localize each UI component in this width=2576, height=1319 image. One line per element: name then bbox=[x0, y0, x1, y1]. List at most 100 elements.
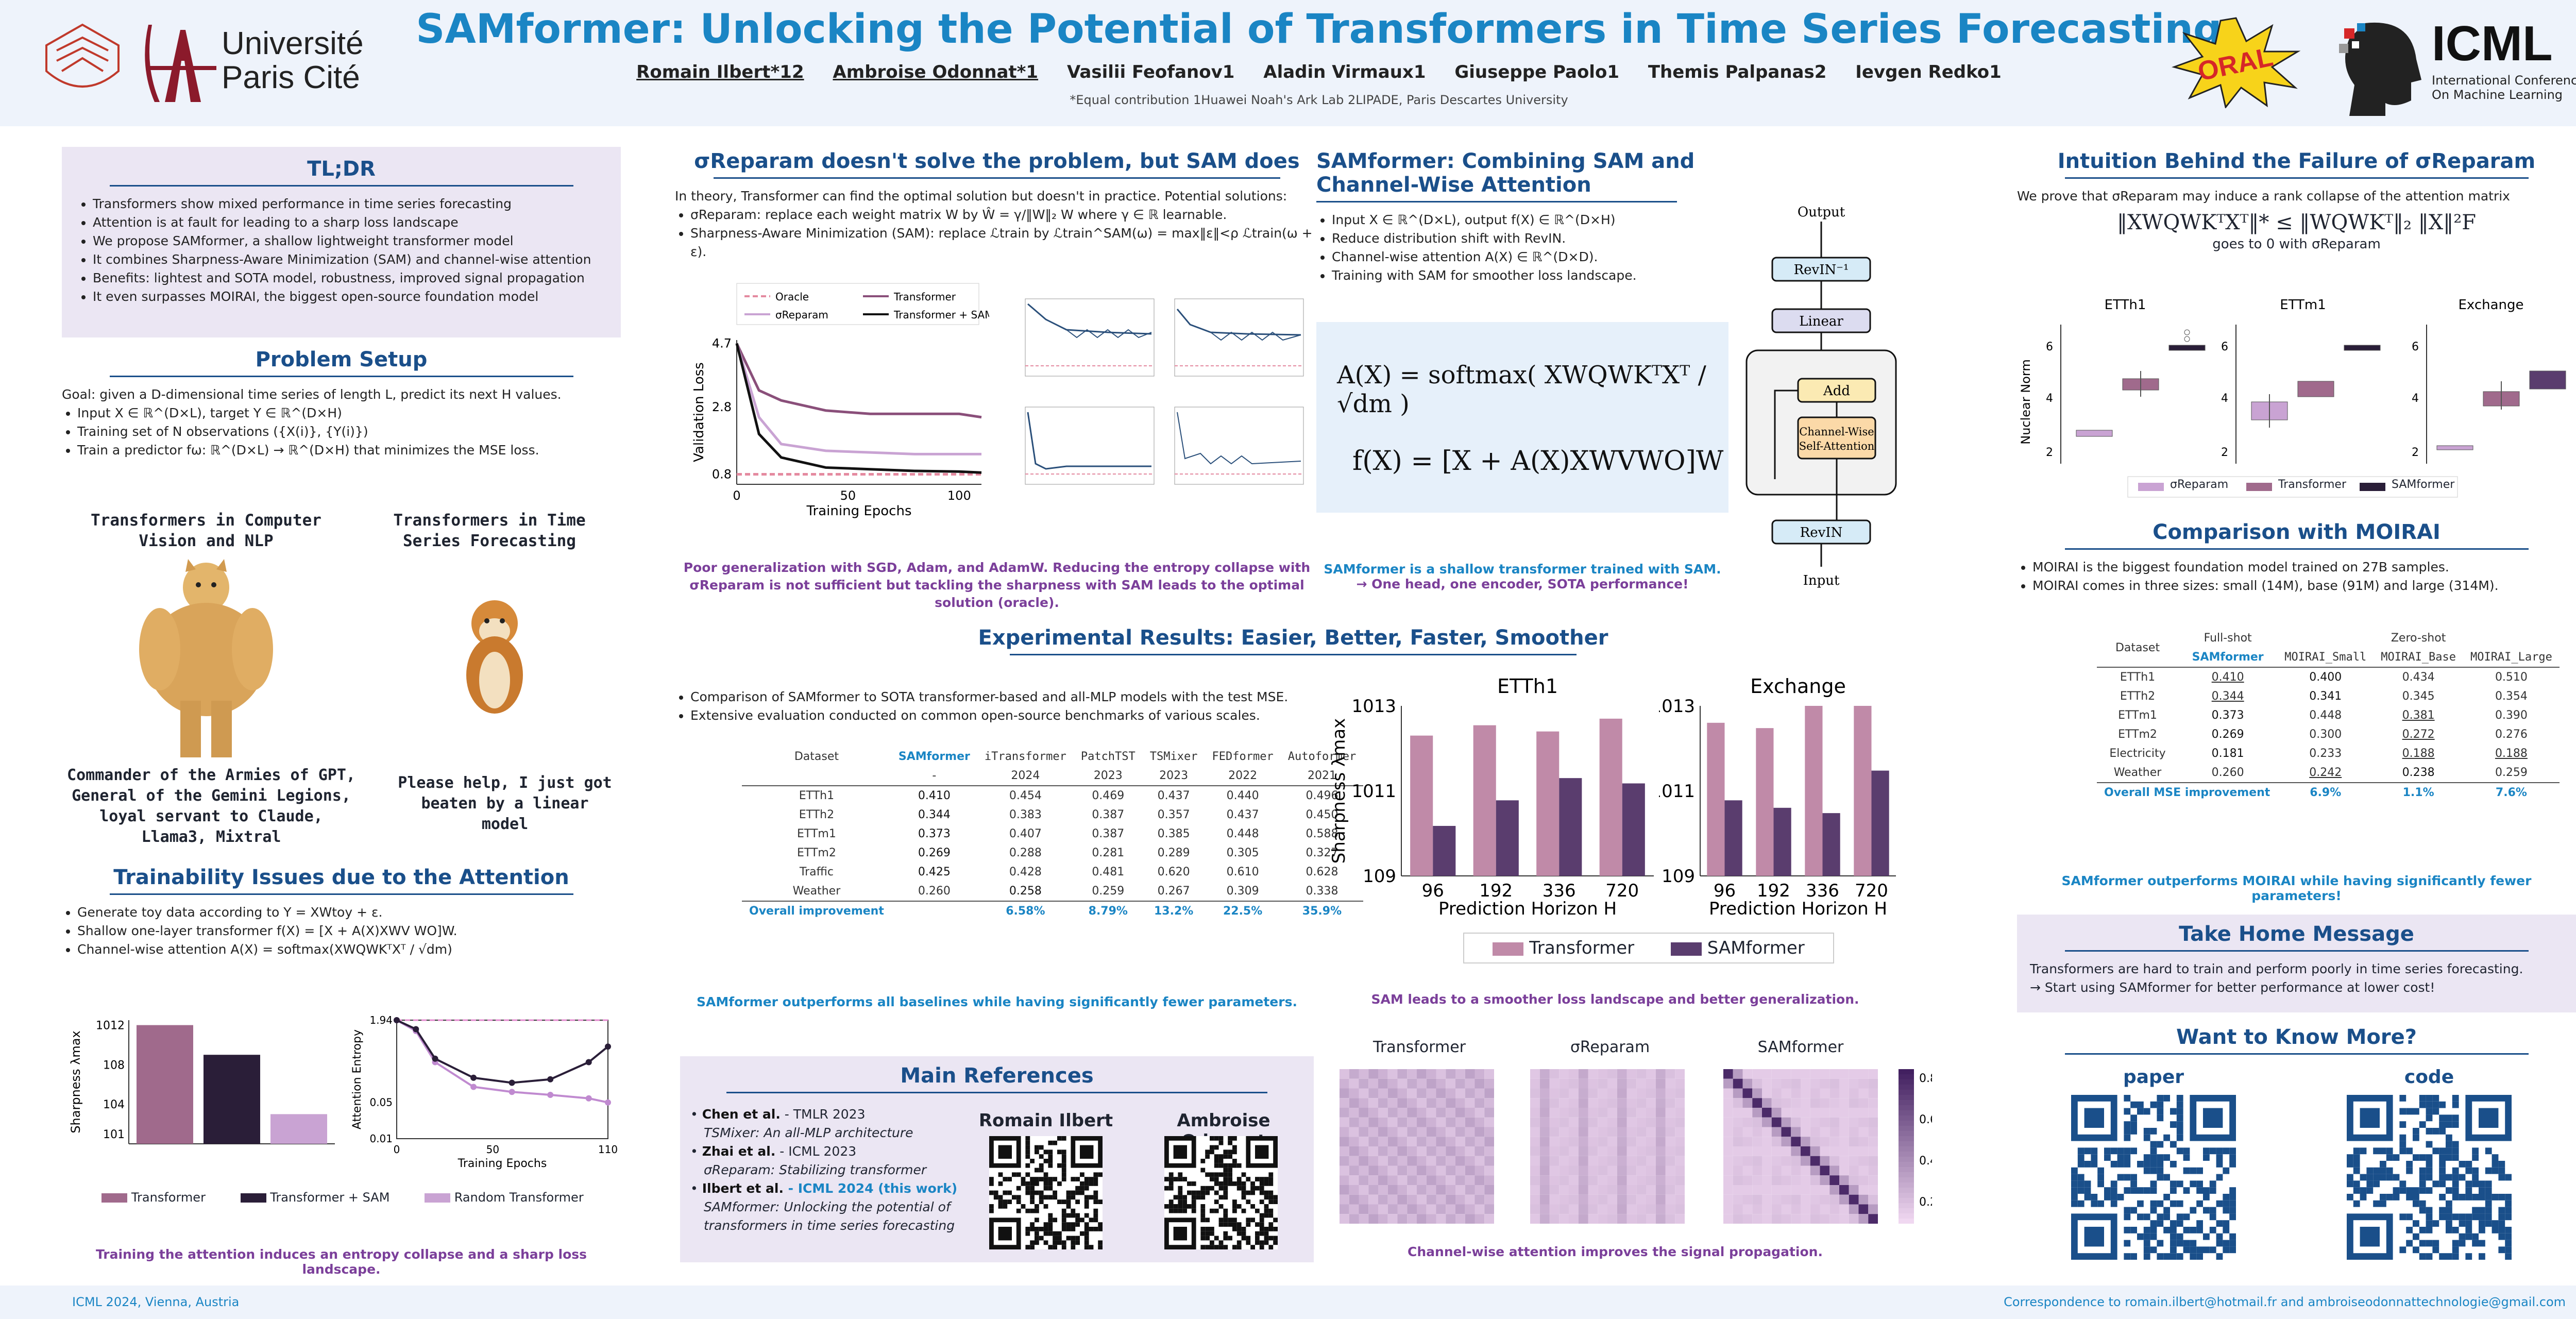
heatmap-cell bbox=[1781, 1088, 1791, 1098]
heatmap-cell bbox=[1436, 1146, 1446, 1156]
legend-label: σReparam bbox=[2170, 478, 2229, 491]
heatmap-cell bbox=[1742, 1069, 1753, 1079]
qr-module bbox=[1061, 1177, 1066, 1181]
arch-attention-label: Self-Attention bbox=[1799, 440, 1875, 452]
colorbar-segment bbox=[1899, 1203, 1914, 1208]
qr-module bbox=[2353, 1200, 2360, 1207]
qr-module bbox=[1089, 1181, 1094, 1186]
qr-module bbox=[2505, 1240, 2512, 1247]
heatmap-cell bbox=[1569, 1156, 1579, 1166]
heatmap-cell bbox=[1771, 1194, 1782, 1205]
sharpness-legend: Transformer SAMformer bbox=[1463, 933, 1834, 963]
heatmap-cell bbox=[1839, 1137, 1849, 1146]
heatmap-cell bbox=[1539, 1098, 1550, 1108]
qr-module bbox=[2498, 1174, 2505, 1181]
heatmap-cell bbox=[1820, 1078, 1830, 1089]
qr-module bbox=[1066, 1199, 1071, 1204]
heatmap-cell bbox=[1791, 1137, 1801, 1146]
qr-module bbox=[2373, 1200, 2380, 1207]
qr-module bbox=[2170, 1187, 2177, 1194]
qr-module bbox=[1205, 1245, 1210, 1249]
heatmap-cell bbox=[1781, 1078, 1791, 1089]
qr-module bbox=[1205, 1186, 1210, 1191]
qr-module bbox=[1182, 1199, 1187, 1204]
icml-logo-text: ICML bbox=[2432, 16, 2553, 71]
heatmap-cell bbox=[1465, 1204, 1475, 1214]
qr-module bbox=[1273, 1227, 1278, 1231]
heatmap-cell bbox=[1349, 1156, 1359, 1166]
meme-right-title: Transformers in Time Series Forecasting bbox=[393, 511, 586, 550]
qr-module bbox=[2426, 1154, 2433, 1161]
qr-module bbox=[1021, 1181, 1026, 1186]
qr-code-icon[interactable] bbox=[989, 1136, 1103, 1249]
heatmap-cell bbox=[1858, 1175, 1869, 1185]
qr-module bbox=[2419, 1200, 2426, 1207]
heatmap-cell bbox=[1791, 1108, 1801, 1118]
qr-module bbox=[2419, 1227, 2426, 1233]
heatmap-cell bbox=[1475, 1078, 1485, 1089]
table-cell: 2023 bbox=[1159, 769, 1189, 782]
qr-module bbox=[2216, 1154, 2223, 1161]
qr-module bbox=[1241, 1181, 1246, 1186]
qr-module bbox=[1035, 1204, 1039, 1209]
header-cell: Dataset bbox=[794, 750, 839, 763]
x-tick-label: 192 bbox=[1757, 881, 1790, 901]
qr-module bbox=[2452, 1167, 2459, 1174]
heatmap-cell bbox=[1733, 1194, 1743, 1205]
heatmap-cell bbox=[1752, 1108, 1762, 1118]
x-tick-label: 50 bbox=[840, 488, 856, 503]
heatmap-cell bbox=[1397, 1204, 1408, 1214]
mini-chart-adamw bbox=[1025, 407, 1155, 485]
qr-module bbox=[2229, 1194, 2236, 1200]
architecture-diagram: Output RevIN⁻¹ Linear Add Channel-Wise S… bbox=[1745, 205, 1897, 588]
heatmap-cell bbox=[1378, 1137, 1388, 1146]
qr-module bbox=[2170, 1240, 2177, 1247]
qr-module bbox=[2157, 1108, 2164, 1115]
qr-code-icon[interactable] bbox=[1164, 1136, 1278, 1249]
qr-module bbox=[2472, 1167, 2479, 1174]
heatmap-cell bbox=[1665, 1069, 1675, 1079]
buff-doge-image bbox=[139, 559, 273, 757]
heatmap-cell bbox=[1801, 1088, 1810, 1098]
qr-module bbox=[2426, 1114, 2433, 1122]
y-axis-label: Sharpness λmax bbox=[1329, 718, 1349, 864]
bar bbox=[1724, 800, 1742, 876]
paper-qr-code-icon[interactable] bbox=[2071, 1095, 2236, 1260]
heatmap-cell bbox=[1559, 1214, 1569, 1224]
qr-module bbox=[2498, 1167, 2505, 1174]
heatmap-cell bbox=[1858, 1204, 1869, 1214]
qr-module bbox=[1214, 1159, 1219, 1163]
qr-module bbox=[2505, 1253, 2512, 1260]
table-cell: 0.269 bbox=[918, 847, 951, 859]
qr-module bbox=[2157, 1220, 2164, 1227]
heatmap-cell bbox=[1359, 1098, 1369, 1108]
heatmap-cell bbox=[1484, 1127, 1494, 1137]
heatmap-cell bbox=[1417, 1204, 1427, 1214]
heatmap-cell bbox=[1607, 1146, 1617, 1156]
qr-module bbox=[2071, 1167, 2078, 1174]
heatmap-cell bbox=[1868, 1137, 1878, 1146]
heatmap-cell bbox=[1742, 1185, 1753, 1195]
heatmap-cell bbox=[1407, 1137, 1417, 1146]
qr-module bbox=[1061, 1136, 1066, 1141]
author: Ievgen Redko1 bbox=[1855, 62, 2002, 82]
heatmap-cell bbox=[1539, 1069, 1550, 1079]
data-point bbox=[605, 1099, 611, 1106]
qr-module bbox=[1093, 1199, 1098, 1204]
series-line bbox=[735, 343, 982, 474]
qr-module bbox=[2143, 1167, 2150, 1174]
heatmap-cell bbox=[1588, 1194, 1598, 1205]
heatmap-cell bbox=[1578, 1165, 1588, 1176]
heatmap-cell bbox=[1829, 1108, 1839, 1118]
university-name-line2: Paris Cité bbox=[222, 60, 360, 95]
heatmap-cell bbox=[1578, 1098, 1588, 1108]
qr-module bbox=[1025, 1231, 1030, 1236]
heatmap-cell bbox=[1791, 1098, 1801, 1108]
heatmap-cell bbox=[1617, 1137, 1627, 1146]
qr-module bbox=[2150, 1141, 2157, 1148]
code-qr-code-icon[interactable] bbox=[2347, 1095, 2512, 1260]
heatmap-cell bbox=[1387, 1078, 1398, 1089]
heatmap-cell bbox=[1607, 1088, 1617, 1098]
heatmap-cell bbox=[1530, 1194, 1540, 1205]
heatmap-cell bbox=[1349, 1185, 1359, 1195]
